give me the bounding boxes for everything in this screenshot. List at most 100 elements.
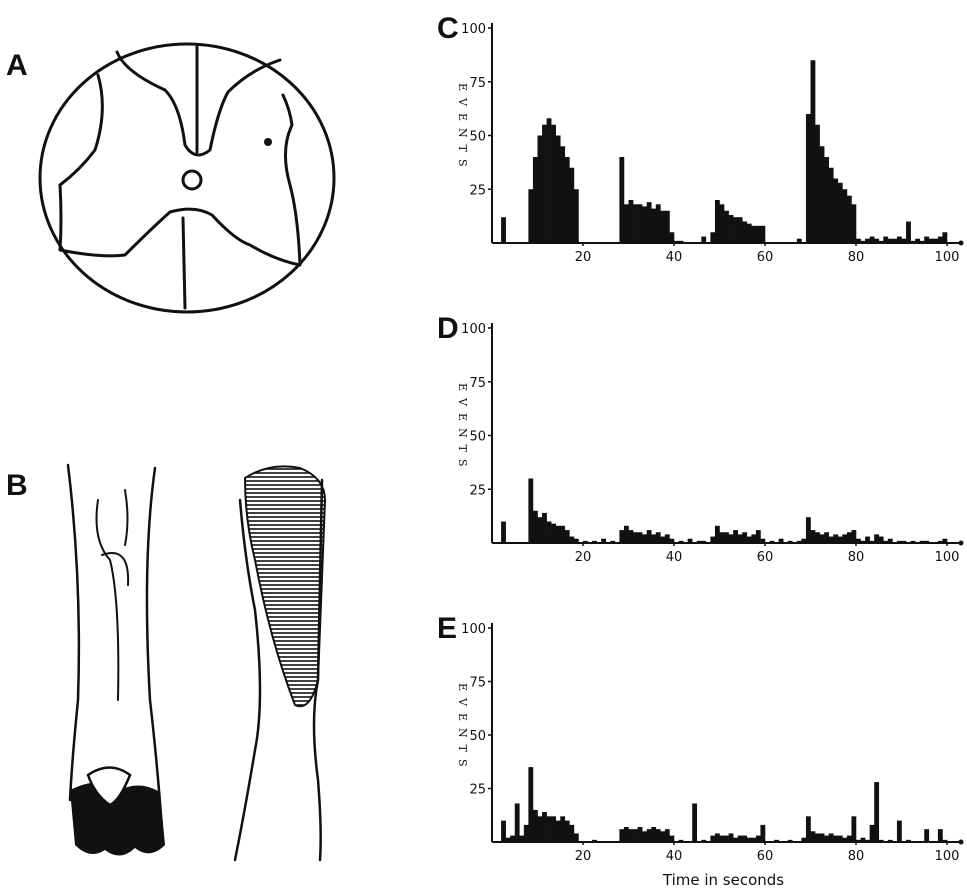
histogram-bar — [874, 782, 880, 842]
histogram-bar — [819, 833, 825, 842]
histogram-bar — [664, 829, 670, 842]
histogram-bar — [860, 540, 866, 543]
y-tick-label: 50 — [469, 430, 486, 445]
histogram-bar — [878, 536, 884, 543]
panel-label: B — [6, 469, 28, 502]
histogram-bar — [701, 236, 707, 243]
histogram-bar — [801, 837, 807, 842]
histogram-bar — [851, 204, 857, 243]
histogram-bar — [896, 236, 902, 243]
histogram-bar — [796, 540, 802, 543]
y-tick-label: 75 — [469, 376, 486, 391]
histogram-bar — [537, 517, 543, 543]
x-tick-label: 20 — [575, 550, 592, 565]
histogram-bar — [774, 839, 779, 842]
histogram-bar — [842, 837, 848, 842]
histogram-bar — [719, 204, 725, 243]
histogram-bar — [824, 835, 829, 842]
histogram-bar — [860, 837, 866, 842]
histogram-bar — [906, 839, 911, 842]
histogram-bar — [573, 189, 579, 243]
histogram-bar — [724, 835, 729, 842]
histogram-bar — [733, 217, 738, 243]
histogram-bar — [528, 478, 534, 543]
histogram-bar — [628, 829, 634, 842]
histogram-bar — [701, 540, 707, 543]
histogram-bar — [919, 240, 925, 243]
x-tick-label: 40 — [666, 250, 683, 265]
y-tick-label: 25 — [469, 783, 486, 798]
histogram-bar — [619, 157, 625, 243]
histogram-bar — [805, 816, 811, 842]
histogram-bar — [719, 835, 725, 842]
histogram-bar — [906, 221, 911, 243]
histogram-bar — [519, 835, 525, 842]
histogram-bar — [869, 824, 875, 842]
y-tick-label: 75 — [469, 676, 486, 691]
histogram-bar — [546, 816, 552, 842]
histogram-bar — [560, 525, 566, 543]
histogram-bar — [833, 178, 839, 243]
histogram-bar — [710, 536, 716, 543]
histogram-bar — [819, 534, 825, 543]
y-tick-label: 50 — [469, 729, 486, 744]
histogram-bar — [537, 816, 543, 842]
histogram-bar — [651, 534, 657, 543]
histogram-bar — [728, 215, 734, 243]
histogram-bar — [778, 538, 784, 543]
histogram-bar — [751, 837, 757, 842]
histogram-bar — [796, 238, 802, 243]
histogram-bar — [878, 839, 884, 842]
histogram-bar — [637, 532, 643, 543]
histogram-bar — [564, 157, 570, 243]
histogram-bar — [560, 816, 566, 842]
histogram-bar — [669, 538, 675, 543]
histogram-bar — [846, 532, 852, 543]
histogram-bar — [901, 540, 907, 543]
histogram-bar — [815, 532, 820, 543]
histogram-bar — [769, 540, 775, 543]
histogram-bar — [869, 540, 875, 543]
histogram-bar — [642, 206, 647, 243]
histogram-bar — [573, 538, 579, 543]
histogram-bar — [842, 534, 848, 543]
histogram-bar — [896, 820, 902, 842]
histogram-bar — [833, 835, 839, 842]
y-tick-label: 25 — [469, 483, 486, 498]
histogram-bar — [537, 135, 543, 243]
histogram-bar — [510, 835, 516, 842]
histogram-bar — [919, 540, 925, 543]
histogram-bar — [532, 510, 538, 543]
histogram-bar — [878, 240, 884, 243]
x-tick-label: 40 — [666, 550, 683, 565]
histogram-bar — [742, 835, 748, 842]
x-tick-label: 80 — [848, 550, 865, 565]
histogram-bar — [710, 232, 716, 243]
histogram-bar — [669, 835, 675, 842]
histogram-bar — [856, 538, 861, 543]
x-tick-label: 80 — [848, 849, 865, 864]
histogram-bar — [646, 202, 652, 243]
histogram-bar — [592, 540, 597, 543]
histogram-bar — [623, 827, 629, 842]
histogram-bar — [664, 534, 670, 543]
histogram-bar — [910, 540, 916, 543]
histogram-bar — [874, 238, 880, 243]
histogram-bar — [678, 240, 684, 243]
histogram-bar — [655, 204, 661, 243]
x-tick-label: 20 — [575, 849, 592, 864]
histogram-bar — [724, 210, 729, 243]
x-tick-label: 60 — [757, 250, 774, 265]
axis-end — [958, 540, 964, 546]
x-tick-label: 60 — [757, 550, 774, 565]
histogram-bar — [787, 839, 793, 842]
histogram-bar — [655, 829, 661, 842]
histogram-bar — [760, 538, 766, 543]
histogram-bar — [501, 521, 506, 543]
histogram-bar — [755, 835, 761, 842]
histogram-bar — [942, 538, 948, 543]
histogram-bar — [542, 812, 547, 842]
x-tick-label: 100 — [935, 550, 960, 565]
histogram-bar — [937, 236, 943, 243]
